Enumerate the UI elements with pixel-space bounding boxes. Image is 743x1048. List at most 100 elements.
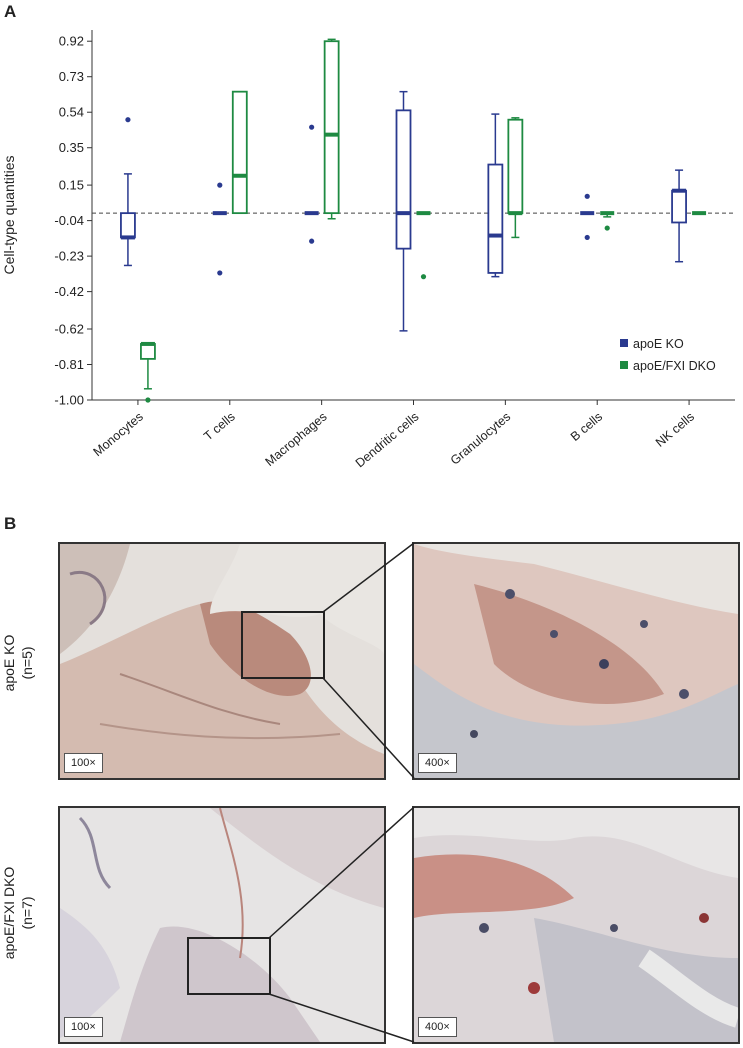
row-label-apoe-ko: apoE KO (n=5) [0,563,36,763]
box-apoe-ko [580,193,595,241]
y-tick-label: -1.00 [54,393,84,408]
outlier-point [584,193,590,199]
median-bar [212,211,227,216]
outlier-point [125,117,131,123]
boxes-layer [120,38,707,403]
legend-label: apoE/FXI DKO [633,359,716,373]
box-plot-chart: Cell-type quantities 0.92 0.73 0.54 0.35 0.1… [1,30,735,471]
iqr-box [671,189,687,224]
y-tick-label: -0.81 [54,357,84,372]
nucleus [479,923,489,933]
tissue-image [60,808,384,1042]
nucleus [679,689,689,699]
box-apoe-ko [671,169,687,263]
median-bar [692,211,707,216]
legend: apoE KO apoE/FXI DKO [620,337,716,373]
median-bar [488,233,503,238]
y-tick-label: 0.54 [59,105,84,120]
row-1-genotype: apoE/FXI DKO [1,866,17,960]
x-tick-label: Macrophages [263,410,330,469]
outlier-point [584,234,590,241]
box-apoe-fxi-dko [416,211,431,280]
row-0-n: (n=5) [19,646,35,680]
box-apoe-ko [212,182,227,276]
median-bar [232,173,247,178]
x-tick-label: T cells [201,410,237,444]
row-1-n: (n=7) [19,896,35,930]
box-apoe-fxi-dko [231,90,248,215]
iqr-box [507,118,524,215]
median-bar [396,211,411,216]
legend-label: apoE KO [633,337,684,351]
median-bar [508,211,523,216]
zoom-box [241,611,325,679]
iqr-box [487,163,504,274]
median-bar [304,211,319,216]
row-0-genotype: apoE KO [1,634,17,692]
tissue-image [60,544,384,778]
outlier-point [217,270,223,276]
micrograph-apoe-fxi-dko-100x: 100× [58,806,386,1044]
y-tick-label: -0.42 [54,284,84,299]
box-apoe-ko [395,90,412,332]
magnification-label: 400× [418,1017,457,1037]
median-bar [580,211,595,216]
zoom-box [187,937,271,995]
stained-cell [528,982,540,994]
box-apoe-ko [304,124,319,244]
nucleus [505,589,515,599]
nucleus [470,730,478,738]
row-label-apoe-fxi-dko: apoE/FXI DKO (n=7) [0,813,36,1013]
y-axis: 0.92 0.73 0.54 0.35 0.15 -0.04 -0.23 -0.42 -0.62… [54,30,735,408]
nucleus [599,659,609,669]
legend-swatch [620,339,628,347]
y-tick-label: 0.92 [59,34,84,49]
nucleus [610,924,618,932]
iqr-box [140,343,156,360]
tissue-image [414,808,738,1042]
magnification-label: 400× [418,753,457,773]
box-apoe-fxi-dko [507,117,524,239]
micrograph-apoe-ko-400x: 400× [412,542,740,780]
x-tick-label: B cells [568,410,605,444]
median-bar [140,341,155,346]
iqr-box [120,212,136,239]
nucleus [550,630,558,638]
y-tick-label: -0.04 [54,213,84,228]
box-apoe-fxi-dko [140,341,156,403]
median-bar [324,132,339,137]
outlier-point [217,182,223,188]
iqr-box [395,109,412,250]
micrograph-apoe-ko-100x: 100× [58,542,386,780]
magnification-label: 100× [64,1017,103,1037]
stained-cell [699,913,709,923]
median-bar [120,235,135,240]
box-apoe-fxi-dko [600,211,615,231]
magnification-label: 100× [64,753,103,773]
y-tick-label: 0.35 [59,140,84,155]
box-apoe-ko [120,117,136,267]
panel-a-label: A [4,2,17,21]
y-tick-label: -0.23 [54,249,84,264]
x-tick-label: NK cells [653,410,697,450]
x-tick-label: Granulocytes [448,410,513,468]
outlier-point [145,397,151,403]
box-apoe-ko [487,113,504,278]
outlier-point [309,238,315,244]
y-tick-label: 0.15 [59,178,84,193]
nucleus [640,620,648,628]
micrograph-apoe-fxi-dko-400x: 400× [412,806,740,1044]
median-bar [416,211,431,216]
tissue-image [414,544,738,778]
legend-swatch [620,361,628,369]
y-tick-label: 0.73 [59,69,84,84]
iqr-box [231,90,248,215]
x-tick-label: Dendritic cells [353,410,422,471]
median-bar [600,211,615,216]
median-bar [672,188,687,193]
panel-b-label: B [4,514,17,533]
box-apoe-fxi-dko [323,38,340,220]
outlier-point [420,274,427,280]
outlier-point [309,124,315,130]
y-tick-label: -0.62 [54,321,84,336]
